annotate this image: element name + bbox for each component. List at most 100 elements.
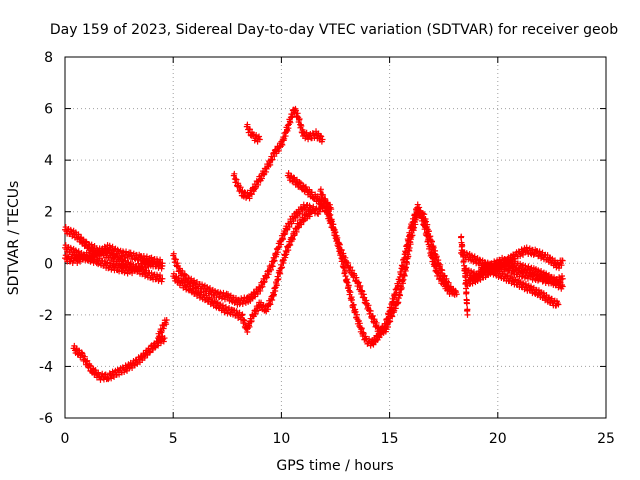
data-point xyxy=(317,186,324,193)
data-point xyxy=(71,342,78,349)
x-tick-label: 5 xyxy=(169,431,178,447)
y-tick-label: -4 xyxy=(39,359,53,375)
data-point xyxy=(158,263,165,270)
series-track-j xyxy=(284,170,460,337)
data-point xyxy=(320,192,327,199)
data-point xyxy=(78,349,85,356)
data-point xyxy=(302,183,309,190)
data-point xyxy=(146,349,153,356)
data-point xyxy=(558,272,565,279)
data-point xyxy=(258,175,265,182)
data-point xyxy=(299,208,306,215)
data-point xyxy=(170,270,177,277)
data-point xyxy=(281,135,288,142)
data-point xyxy=(437,261,444,268)
data-points xyxy=(62,105,566,383)
data-point xyxy=(157,256,164,263)
data-point xyxy=(426,243,433,250)
data-point xyxy=(159,260,166,267)
data-point xyxy=(141,354,148,361)
data-point xyxy=(185,274,192,281)
data-point xyxy=(244,121,251,128)
data-point xyxy=(433,253,440,260)
series-track-c xyxy=(62,242,166,270)
data-point xyxy=(308,189,315,196)
data-point xyxy=(476,256,483,263)
data-point xyxy=(401,272,408,279)
data-point xyxy=(95,369,102,376)
data-point xyxy=(261,278,268,285)
data-point xyxy=(255,181,262,188)
data-point xyxy=(256,133,263,140)
series-track-g xyxy=(170,206,315,335)
data-point xyxy=(248,318,255,325)
data-point xyxy=(390,298,397,305)
y-axis-label: SDTVAR / TECUs xyxy=(6,181,22,296)
data-point xyxy=(410,218,417,225)
data-point xyxy=(284,127,291,134)
data-point xyxy=(100,249,107,256)
data-point xyxy=(296,179,303,186)
data-point xyxy=(463,300,470,307)
data-point xyxy=(424,232,431,239)
axis-ticks xyxy=(64,56,607,419)
data-point xyxy=(158,278,165,285)
data-point xyxy=(357,282,364,289)
data-point xyxy=(160,338,167,345)
series-track-e xyxy=(155,317,170,342)
data-point xyxy=(342,267,349,274)
data-point xyxy=(469,280,476,287)
data-point xyxy=(558,262,565,269)
data-point xyxy=(105,376,112,383)
data-point xyxy=(149,345,156,352)
data-point xyxy=(246,323,253,330)
data-point xyxy=(452,287,459,294)
data-point xyxy=(382,323,389,330)
data-point xyxy=(86,362,93,369)
data-point xyxy=(263,274,270,281)
data-point xyxy=(305,136,312,143)
data-point xyxy=(350,301,357,308)
data-point xyxy=(474,278,481,285)
data-point xyxy=(308,208,315,215)
data-point xyxy=(504,255,511,262)
data-point xyxy=(385,313,392,320)
data-point xyxy=(399,263,406,270)
data-point xyxy=(170,250,177,257)
data-point xyxy=(163,317,170,324)
data-point xyxy=(237,184,244,191)
data-point xyxy=(287,119,294,126)
data-point xyxy=(535,267,542,274)
data-point xyxy=(419,215,426,222)
series-track-d xyxy=(70,333,168,383)
data-point xyxy=(432,262,439,269)
data-point xyxy=(332,229,339,236)
grid xyxy=(65,57,606,418)
data-point xyxy=(241,317,248,324)
data-point xyxy=(358,325,365,332)
data-point xyxy=(246,296,253,303)
data-point xyxy=(414,201,421,208)
data-point xyxy=(404,261,411,268)
data-point xyxy=(156,334,163,341)
data-point xyxy=(282,254,289,261)
data-point xyxy=(409,224,416,231)
data-point xyxy=(395,295,402,302)
data-point xyxy=(402,249,409,256)
data-point xyxy=(337,249,344,256)
data-point xyxy=(189,285,196,292)
data-point xyxy=(335,239,342,246)
data-point xyxy=(296,115,303,122)
data-point xyxy=(75,231,82,238)
data-point xyxy=(277,270,284,277)
data-point xyxy=(404,241,411,248)
data-point xyxy=(355,279,362,286)
data-point xyxy=(378,330,385,337)
data-point xyxy=(159,275,166,282)
y-tick-label: 6 xyxy=(44,102,53,118)
y-tick-label: 2 xyxy=(44,205,53,221)
data-point xyxy=(248,191,255,198)
data-point xyxy=(398,271,405,278)
series-track-i xyxy=(243,121,263,145)
data-point xyxy=(367,308,374,315)
